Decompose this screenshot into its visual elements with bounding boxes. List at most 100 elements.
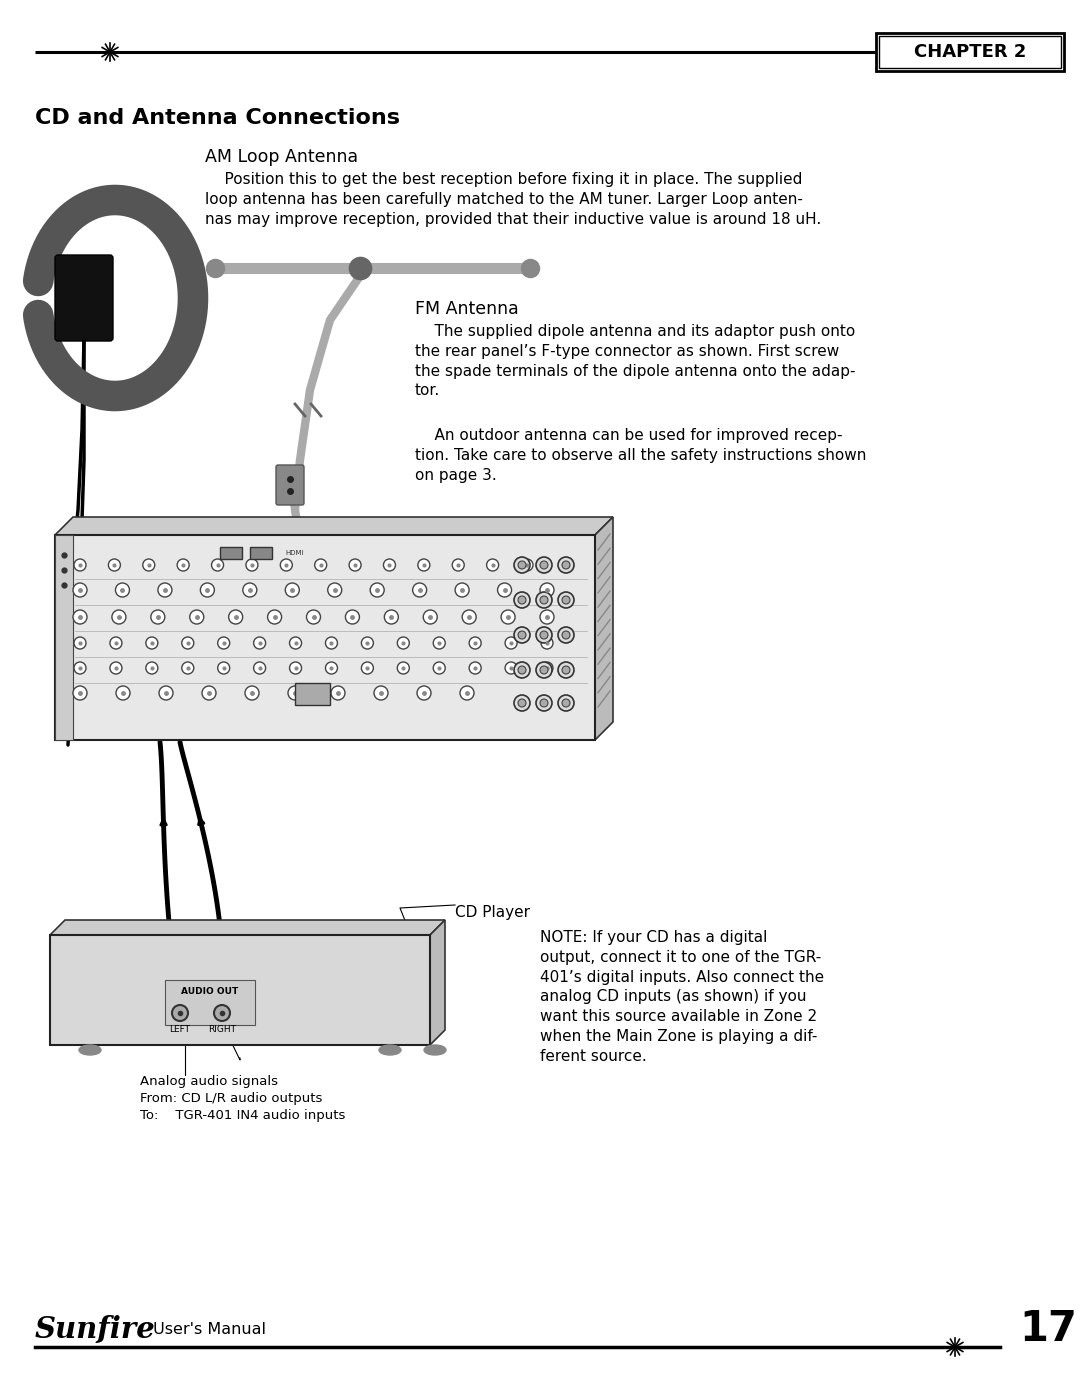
Circle shape bbox=[487, 559, 499, 571]
Text: FM Antenna: FM Antenna bbox=[415, 300, 518, 319]
Polygon shape bbox=[50, 921, 445, 935]
Text: HDMI: HDMI bbox=[286, 550, 305, 556]
Circle shape bbox=[229, 610, 243, 624]
Circle shape bbox=[540, 562, 548, 569]
Circle shape bbox=[418, 559, 430, 571]
Circle shape bbox=[116, 583, 130, 597]
Polygon shape bbox=[595, 517, 613, 740]
Circle shape bbox=[384, 610, 399, 624]
Circle shape bbox=[505, 662, 517, 673]
Bar bbox=[165, 981, 255, 1025]
Circle shape bbox=[562, 597, 570, 604]
Text: AUDIO OUT: AUDIO OUT bbox=[181, 988, 239, 996]
Circle shape bbox=[75, 559, 86, 571]
Circle shape bbox=[214, 1004, 230, 1021]
Circle shape bbox=[469, 637, 482, 650]
Circle shape bbox=[541, 637, 553, 650]
Circle shape bbox=[73, 686, 87, 700]
Circle shape bbox=[562, 562, 570, 569]
Circle shape bbox=[536, 627, 552, 643]
Circle shape bbox=[518, 698, 526, 707]
Circle shape bbox=[143, 559, 154, 571]
Circle shape bbox=[181, 662, 193, 673]
Circle shape bbox=[462, 610, 476, 624]
Circle shape bbox=[254, 662, 266, 673]
Circle shape bbox=[397, 637, 409, 650]
Bar bbox=[220, 548, 242, 559]
Circle shape bbox=[73, 610, 87, 624]
Bar bbox=[50, 935, 430, 1045]
Circle shape bbox=[518, 631, 526, 638]
Circle shape bbox=[243, 583, 257, 597]
Circle shape bbox=[558, 627, 573, 643]
Bar bbox=[876, 34, 1064, 71]
Polygon shape bbox=[55, 517, 613, 535]
Circle shape bbox=[521, 559, 534, 571]
Circle shape bbox=[501, 610, 515, 624]
Circle shape bbox=[540, 583, 554, 597]
Circle shape bbox=[330, 686, 345, 700]
Circle shape bbox=[325, 637, 337, 650]
Circle shape bbox=[536, 592, 552, 608]
Circle shape bbox=[190, 610, 204, 624]
Text: 17: 17 bbox=[1020, 1308, 1077, 1350]
Circle shape bbox=[540, 631, 548, 638]
Circle shape bbox=[158, 583, 172, 597]
Bar bbox=[249, 548, 272, 559]
Circle shape bbox=[514, 592, 530, 608]
Circle shape bbox=[346, 610, 360, 624]
Circle shape bbox=[212, 559, 224, 571]
Circle shape bbox=[349, 559, 361, 571]
Circle shape bbox=[433, 637, 445, 650]
Polygon shape bbox=[430, 921, 445, 1045]
Circle shape bbox=[75, 662, 86, 673]
Circle shape bbox=[453, 559, 464, 571]
Ellipse shape bbox=[79, 1045, 102, 1055]
Circle shape bbox=[558, 694, 573, 711]
Circle shape bbox=[540, 610, 554, 624]
Circle shape bbox=[374, 686, 388, 700]
Circle shape bbox=[413, 583, 427, 597]
Circle shape bbox=[307, 610, 321, 624]
Circle shape bbox=[541, 662, 553, 673]
Circle shape bbox=[514, 627, 530, 643]
Text: RIGHT: RIGHT bbox=[208, 1025, 237, 1034]
Circle shape bbox=[536, 662, 552, 678]
Text: User's Manual: User's Manual bbox=[148, 1322, 266, 1337]
Circle shape bbox=[514, 694, 530, 711]
Circle shape bbox=[146, 637, 158, 650]
Circle shape bbox=[146, 662, 158, 673]
Circle shape bbox=[498, 583, 512, 597]
Circle shape bbox=[268, 610, 282, 624]
Circle shape bbox=[558, 662, 573, 678]
Circle shape bbox=[245, 686, 259, 700]
Circle shape bbox=[110, 662, 122, 673]
Circle shape bbox=[460, 686, 474, 700]
Circle shape bbox=[289, 662, 301, 673]
Circle shape bbox=[558, 557, 573, 573]
FancyBboxPatch shape bbox=[276, 465, 303, 504]
Circle shape bbox=[536, 557, 552, 573]
Text: AM Loop Antenna: AM Loop Antenna bbox=[205, 148, 359, 166]
Circle shape bbox=[540, 666, 548, 673]
Circle shape bbox=[362, 637, 374, 650]
Circle shape bbox=[177, 559, 189, 571]
Ellipse shape bbox=[424, 1045, 446, 1055]
Text: Sunfire: Sunfire bbox=[35, 1315, 156, 1344]
Circle shape bbox=[397, 662, 409, 673]
Text: Analog audio signals
From: CD L/R audio outputs
To:    TGR-401 IN4 audio inputs: Analog audio signals From: CD L/R audio … bbox=[140, 1076, 346, 1122]
Text: CHAPTER 2: CHAPTER 2 bbox=[914, 43, 1026, 61]
Circle shape bbox=[514, 662, 530, 678]
Circle shape bbox=[75, 637, 86, 650]
Circle shape bbox=[540, 698, 548, 707]
Circle shape bbox=[562, 631, 570, 638]
Circle shape bbox=[202, 686, 216, 700]
Bar bbox=[295, 683, 330, 705]
Circle shape bbox=[246, 559, 258, 571]
Circle shape bbox=[288, 686, 302, 700]
Circle shape bbox=[536, 694, 552, 711]
Text: CD Player: CD Player bbox=[455, 905, 530, 921]
Circle shape bbox=[505, 637, 517, 650]
Circle shape bbox=[518, 597, 526, 604]
Circle shape bbox=[73, 583, 87, 597]
